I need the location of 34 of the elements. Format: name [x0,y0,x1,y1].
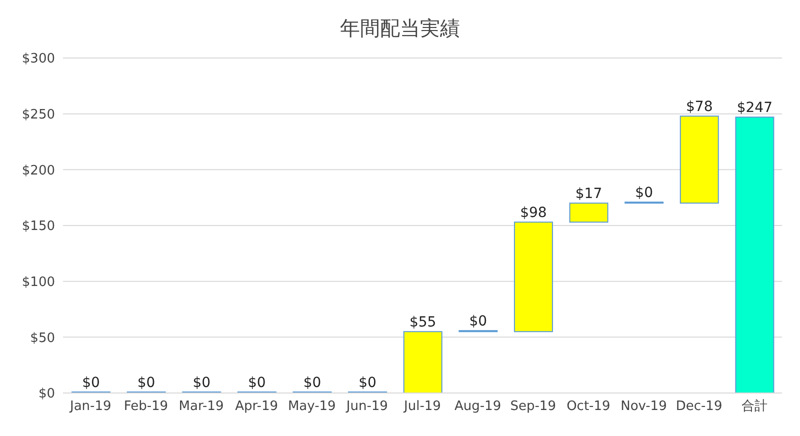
y-tick-label: $100 [22,274,55,290]
y-tick-label: $150 [22,219,55,234]
data-label: $0 [358,375,376,391]
y-tick-label: $300 [22,52,55,67]
x-tick-label: Apr-19 [235,399,278,414]
data-label: $0 [248,375,266,391]
data-label: $55 [409,314,436,331]
y-tick-label: $250 [22,107,55,122]
x-tick-label: Nov-19 [620,399,667,414]
data-label: $0 [137,375,156,391]
x-tick-label: Jan-19 [69,399,112,414]
data-label: $247 [736,100,773,116]
x-tick-label: Oct-19 [566,399,610,414]
x-tick-label: May-19 [288,399,336,414]
data-label: $0 [82,375,100,391]
data-label: $78 [686,99,713,116]
y-tick-label: $0 [38,386,55,402]
chart-title: 年間配当実績 [339,15,461,42]
data-label: $17 [575,186,602,202]
y-tick-label: $200 [22,163,55,178]
x-tick-label: Jul-19 [403,399,441,414]
x-tick-label: Sep-19 [510,399,556,414]
x-tick-label: Feb-19 [124,399,168,414]
y-tick-label: $50 [30,330,55,346]
data-label: $0 [192,375,211,391]
data-label: $0 [469,314,488,330]
x-tick-label: Dec-19 [676,399,722,414]
x-tick-label: Mar-19 [178,399,224,414]
x-tick-label: Aug-19 [454,399,502,414]
x-tick-label: 合計 [741,399,768,414]
x-tick-label: Jun-19 [345,399,388,414]
data-label: $98 [520,205,547,222]
data-label: $0 [303,375,322,391]
data-label: $0 [635,185,653,202]
